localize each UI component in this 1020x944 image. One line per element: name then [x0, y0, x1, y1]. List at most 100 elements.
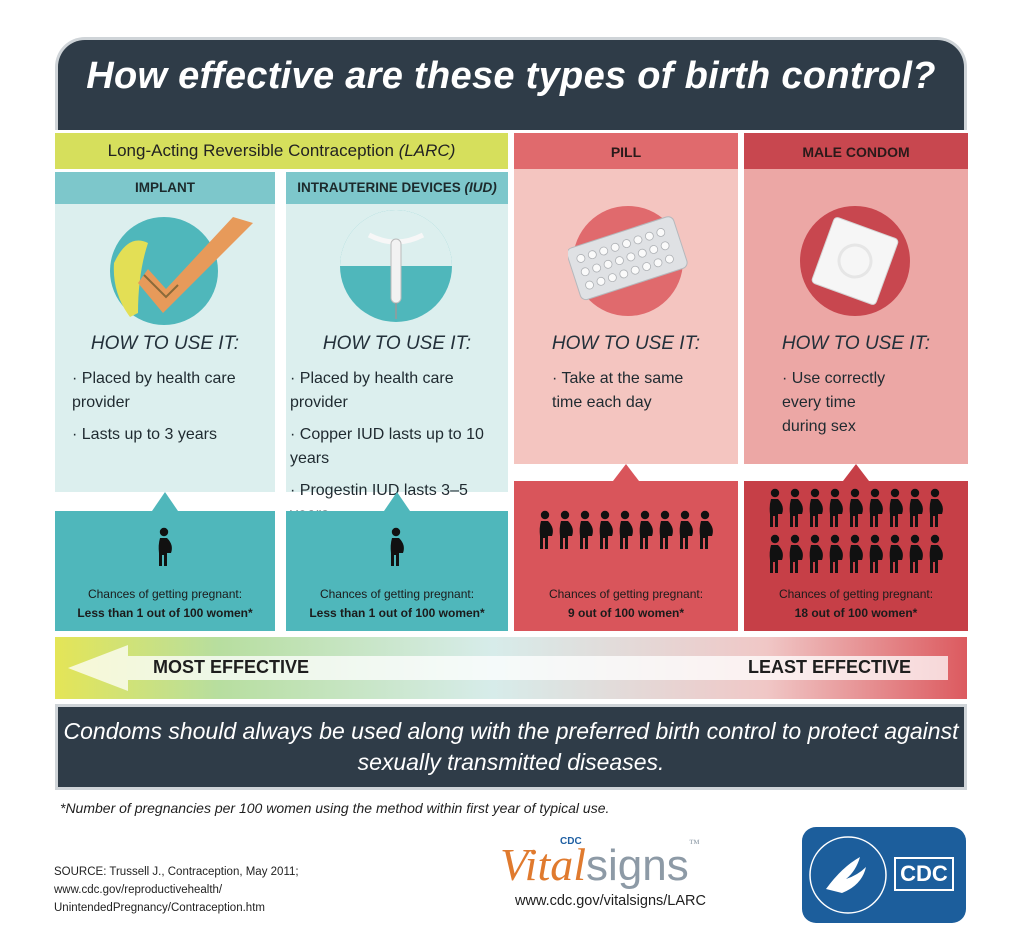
- pill-figures: [514, 510, 738, 560]
- condom-note: Condoms should always be used along with…: [63, 718, 959, 775]
- implant-howto: HOW TO USE IT:: [90, 333, 240, 354]
- pregnant-woman-icon: [849, 488, 863, 527]
- chance-value: 9 out of 100 women*: [567, 606, 685, 620]
- vitalsigns-logo: Vitalsigns™: [500, 838, 700, 890]
- figure-row: [744, 488, 968, 534]
- source-line: SOURCE: Trussell J., Contraception, May …: [54, 866, 299, 878]
- iud-header: INTRAUTERINE DEVICES (IUD): [286, 172, 508, 204]
- pregnant-woman-icon: [789, 488, 803, 527]
- condom-howto: HOW TO USE IT:: [781, 333, 931, 354]
- pregnant-woman-icon: [769, 488, 783, 527]
- title-bar: [55, 37, 967, 130]
- pregnant-woman-icon: [789, 534, 803, 573]
- larc-header-main: Long-Acting Reversible Contraception: [107, 141, 399, 160]
- implant-bullets: · Placed by health care provider · Lasts…: [72, 367, 262, 455]
- larc-header: Long-Acting Reversible Contraception (LA…: [55, 133, 508, 169]
- chance-label: Chances of getting pregnant:: [87, 587, 243, 601]
- pregnant-woman-icon: [579, 510, 593, 549]
- iud-bullets: · Placed by health care provider · Coppe…: [290, 367, 506, 535]
- pregnant-woman-icon: [809, 534, 823, 573]
- condom-icon: [800, 206, 910, 316]
- pill-stat: [514, 481, 738, 631]
- pill-header: PILL: [514, 133, 738, 169]
- implant-chance: Chances of getting pregnant: Less than 1…: [55, 585, 275, 623]
- pregnant-woman-icon: [829, 488, 843, 527]
- hhs-cdc-seal: CDC: [802, 827, 966, 923]
- bullet-item: · Take at the same time each day: [552, 370, 684, 411]
- pregnant-woman-icon: [619, 510, 633, 549]
- figure-row: [514, 510, 738, 556]
- pregnant-woman-icon: [390, 527, 404, 566]
- figure-row: [744, 534, 968, 580]
- condom-chance: Chances of getting pregnant: 18 out of 1…: [744, 585, 968, 623]
- implant-header: IMPLANT: [55, 172, 275, 204]
- figure-row: [286, 527, 508, 573]
- chance-label: Chances of getting pregnant:: [319, 587, 475, 601]
- most-effective-label: MOST EFFECTIVE: [153, 657, 310, 677]
- bullet-item: · Placed by health care provider: [290, 370, 454, 411]
- pregnant-woman-icon: [869, 534, 883, 573]
- source-line: UnintendedPregnancy/Contraception.htm: [54, 902, 265, 914]
- vitalsigns-url: www.cdc.gov/vitalsigns/LARC: [515, 893, 706, 909]
- implant-icon: [110, 217, 253, 325]
- pregnant-woman-icon: [889, 488, 903, 527]
- pill-howto: HOW TO USE IT:: [551, 333, 701, 354]
- pregnant-woman-icon: [699, 510, 713, 549]
- pregnant-woman-icon: [599, 510, 613, 549]
- iud-icon: [340, 210, 452, 322]
- bullet-item: · Placed by health care provider: [72, 370, 236, 411]
- chance-value: 18 out of 100 women*: [794, 606, 918, 620]
- seal-cdc-text: CDC: [900, 861, 948, 886]
- condom-notch: [843, 464, 869, 481]
- implant-notch: [152, 492, 178, 511]
- source-line: www.cdc.gov/reproductivehealth/: [54, 884, 223, 896]
- pregnant-woman-icon: [929, 534, 943, 573]
- pregnant-woman-icon: [929, 488, 943, 527]
- bullet-item: · Use correctly every time during sex: [782, 370, 886, 435]
- pregnant-woman-icon: [769, 534, 783, 573]
- pregnant-woman-icon: [889, 534, 903, 573]
- chance-value: Less than 1 out of 100 women*: [77, 606, 253, 620]
- pill-chance: Chances of getting pregnant: 9 out of 10…: [514, 585, 738, 623]
- iud-chance: Chances of getting pregnant: Less than 1…: [286, 585, 508, 623]
- pregnant-woman-icon: [909, 488, 923, 527]
- iud-howto: HOW TO USE IT:: [322, 333, 472, 354]
- pregnant-woman-icon: [829, 534, 843, 573]
- pregnant-woman-icon: [559, 510, 573, 549]
- condom-figures: [744, 488, 968, 584]
- implant-figures: [55, 527, 275, 577]
- note-box: [55, 704, 967, 790]
- condom-bullets: · Use correctly every time during sex: [782, 367, 902, 447]
- pregnant-woman-icon: [909, 534, 923, 573]
- pregnant-woman-icon: [809, 488, 823, 527]
- figure-row: [55, 527, 275, 573]
- condom-header: MALE CONDOM: [744, 133, 968, 169]
- pill-bullets: · Take at the same time each day: [552, 367, 702, 423]
- least-effective-label: LEAST EFFECTIVE: [748, 657, 912, 677]
- iud-notch: [384, 492, 410, 511]
- pill-icon: [568, 206, 688, 316]
- iud-header-abbr: (IUD): [464, 180, 497, 195]
- pregnant-woman-icon: [659, 510, 673, 549]
- effectiveness-arrow-icon: [68, 645, 948, 691]
- pregnant-woman-icon: [639, 510, 653, 549]
- vitalsigns-cdc-tag: CDC: [560, 836, 582, 847]
- footnote: *Number of pregnancies per 100 women usi…: [60, 800, 610, 816]
- pregnant-woman-icon: [679, 510, 693, 549]
- page-title: How effective are these types of birth c…: [86, 55, 936, 97]
- pregnant-woman-icon: [158, 527, 172, 566]
- chance-label: Chances of getting pregnant:: [548, 587, 704, 601]
- iud-header-main: INTRAUTERINE DEVICES: [297, 180, 465, 195]
- iud-figures: [286, 527, 508, 577]
- chance-label: Chances of getting pregnant:: [778, 587, 934, 601]
- pregnant-woman-icon: [869, 488, 883, 527]
- bullet-item: · Copper IUD lasts up to 10 years: [290, 426, 484, 467]
- pregnant-woman-icon: [539, 510, 553, 549]
- bullet-item: · Lasts up to 3 years: [72, 426, 217, 443]
- source-citation: SOURCE: Trussell J., Contraception, May …: [54, 863, 394, 917]
- pill-notch: [613, 464, 639, 481]
- hhs-eagle-icon: [809, 836, 954, 914]
- chance-value: Less than 1 out of 100 women*: [309, 606, 485, 620]
- pregnant-woman-icon: [849, 534, 863, 573]
- larc-header-abbr: (LARC): [398, 141, 456, 160]
